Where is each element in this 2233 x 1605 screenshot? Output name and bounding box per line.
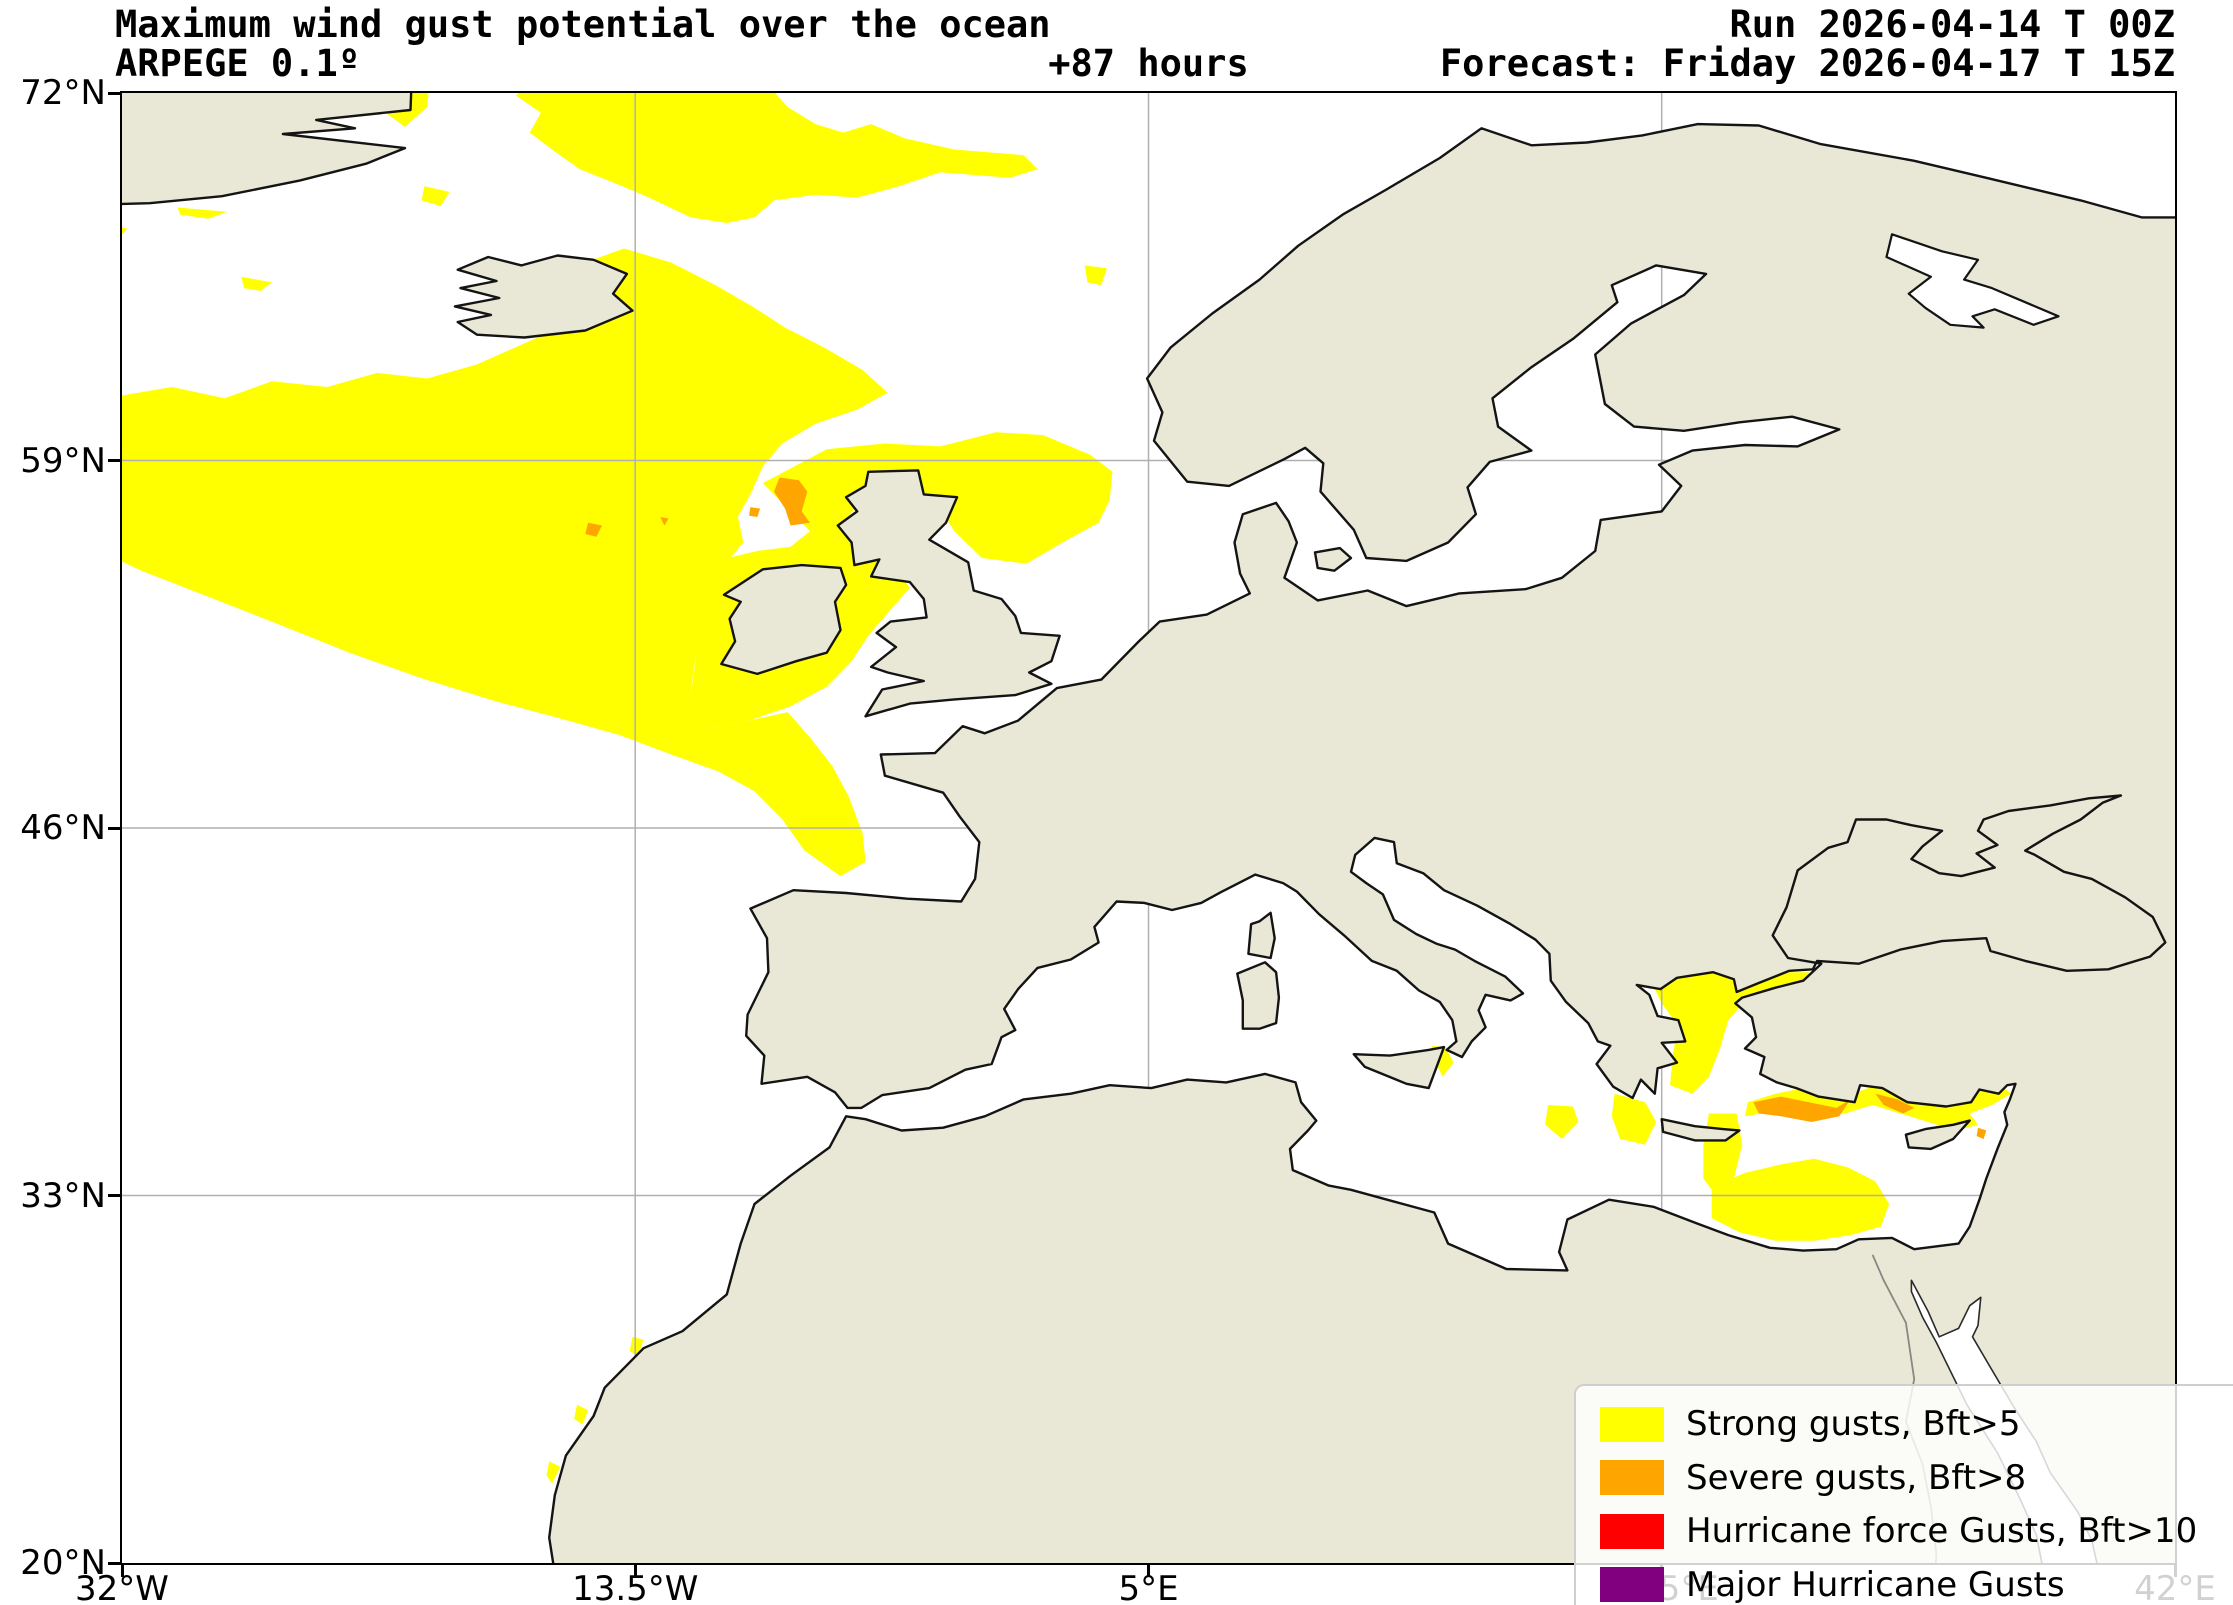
y-axis-tick [108, 826, 120, 830]
legend-item-strong-gusts: Strong gusts, Bft>5 [1600, 1406, 2233, 1442]
forecast-time-label: Forecast: Friday 2026-04-17 T 15Z [1439, 42, 2175, 85]
severe-dot-atlantic-2 [660, 517, 669, 526]
gust-area-aegean-marmara [1653, 963, 1815, 1094]
gust-spot-denmark-strait [177, 207, 228, 219]
gust-spot-norwegian-coast [1084, 265, 1107, 286]
severe-dot-east-cyprus [1976, 1127, 1987, 1139]
major-hurricane-gusts-swatch [1600, 1567, 1664, 1603]
run-time-label: Run 2026-04-14 T 00Z [1729, 3, 2175, 46]
severe-area-ne-cyprus [1875, 1093, 1915, 1114]
legend-label: Strong gusts, Bft>5 [1686, 1404, 2021, 1444]
gust-spot-ne-iceland [421, 186, 450, 207]
strong-gusts-swatch [1600, 1406, 1664, 1442]
gust-area-north-atlantic [122, 248, 888, 877]
white-sea [1885, 233, 2060, 329]
land-greenland [122, 93, 413, 206]
legend-label: Hurricane force Gusts, Bft>10 [1686, 1511, 2198, 1552]
island-cyprus [1904, 1119, 1971, 1151]
gust-dot-africa-coast-3 [546, 1461, 561, 1484]
legend: Strong gusts, Bft>5 Severe gusts, Bft>8 Hu… [1574, 1384, 2233, 1605]
island-great-britain [836, 469, 1061, 718]
y-axis-tick-label: 20°N [20, 1543, 106, 1583]
land-eurasia-africa [548, 122, 2175, 1563]
gust-area-west-of-crete [1611, 1093, 1657, 1145]
y-axis-tick [108, 91, 120, 95]
lead-time-label: +87 hours [1048, 42, 1249, 85]
severe-dot-atlantic-1 [585, 522, 602, 537]
y-axis-tick [108, 459, 120, 462]
y-axis-tick-label: 46°N [20, 808, 106, 848]
gust-spot-w-iceland [241, 276, 272, 291]
island-crete [1660, 1118, 1741, 1142]
x-axis-tick [1147, 1565, 1150, 1577]
model-resolution-label: ARPEGE 0.1º [115, 42, 361, 85]
legend-item-severe-gusts: Severe gusts, Bft>8 [1600, 1460, 2233, 1496]
severe-dot-hebrides-west [749, 507, 761, 517]
y-axis-tick-label: 59°N [20, 440, 106, 481]
legend-item-hurricane-gusts: Hurricane force Gusts, Bft>10 [1600, 1513, 2233, 1549]
island-corsica [1247, 911, 1276, 960]
page-title: Maximum wind gust potential over the oce… [115, 3, 1051, 46]
y-axis-tick-label: 33°N [20, 1175, 106, 1216]
island-sardinia [1236, 961, 1281, 1030]
gust-dot-africa-coast-2 [574, 1404, 589, 1425]
y-axis-tick [108, 1561, 120, 1565]
map-plot-area: Strong gusts, Bft>5 Severe gusts, Bft>8 Hu… [120, 91, 2233, 1605]
island-iceland [453, 254, 634, 339]
severe-area-rhodes-antalya [1753, 1096, 1851, 1122]
legend-item-major-hurricane-gusts: Major Hurricane Gusts [1600, 1567, 2233, 1603]
gust-area-ionian-south [1545, 1105, 1579, 1139]
island-sicily [1352, 1045, 1446, 1090]
x-axis-tick [633, 1565, 637, 1577]
gust-area-southeast-med [1711, 1158, 1890, 1241]
europe-wind-gust-map [122, 93, 2175, 1563]
legend-label: Severe gusts, Bft>8 [1686, 1457, 2027, 1498]
island-ireland [720, 563, 848, 676]
y-axis-tick [108, 1194, 120, 1197]
gust-dot-africa-coast-1 [629, 1336, 644, 1357]
x-axis-tick [120, 1565, 124, 1577]
gust-sliver-left-edge-1 [122, 227, 128, 235]
gust-area-turkey-south-coast [1745, 1085, 2012, 1131]
island-zealand [1313, 546, 1353, 572]
legend-label: Major Hurricane Gusts [1686, 1564, 2065, 1605]
gust-area-norwegian-sea [516, 93, 1038, 223]
y-axis-tick-label: 72°N [20, 73, 106, 113]
severe-gusts-swatch [1600, 1460, 1664, 1496]
severe-area-hebrides [774, 477, 810, 526]
hurricane-gusts-swatch [1600, 1513, 1664, 1549]
